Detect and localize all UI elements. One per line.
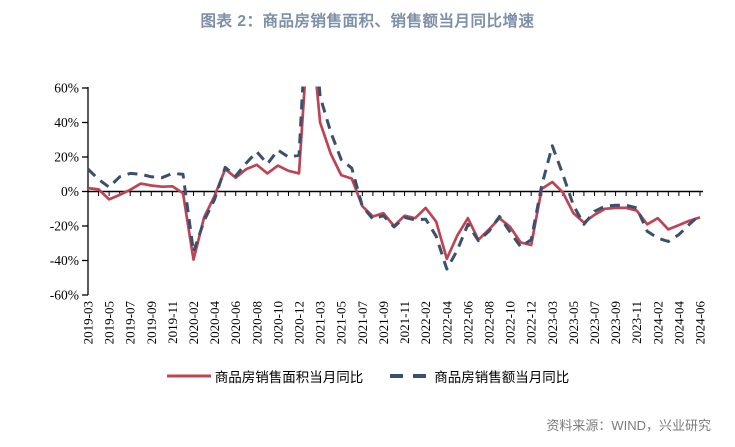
chart-title: 图表 2：商品房销售面积、销售额当月同比增速 <box>200 13 535 30</box>
chart-plot: 60% 40% 20% 0% -20% -40% -60%2019-03 2019-05 201… <box>50 81 708 345</box>
y-tick-label: -20% <box>50 219 79 234</box>
x-tick-label: 2022-12 <box>524 301 539 344</box>
x-tick-label: 2024-02 <box>650 301 665 344</box>
x-tick-label: 2024-06 <box>693 301 708 345</box>
x-tick-label: 2020-12 <box>292 301 307 344</box>
y-tick-label: 40% <box>54 115 79 130</box>
x-tick-label: 2024-04 <box>671 301 686 345</box>
x-tick-label: 2022-06 <box>460 301 475 345</box>
x-tick-label: 2023-03 <box>545 301 560 344</box>
legend-item-sales-area: 商品房销售面积当月同比 <box>166 366 364 386</box>
y-tick-label: -60% <box>50 288 79 303</box>
x-tick-label: 2022-02 <box>418 301 433 344</box>
x-tick-label: 2021-07 <box>355 301 370 345</box>
x-tick-label: 2021-05 <box>334 301 349 344</box>
x-tick-label: 2023-07 <box>587 301 602 345</box>
x-tick-label: 2022-04 <box>439 301 454 345</box>
x-tick-label: 2021-03 <box>313 301 328 344</box>
x-tick-label: 2020-02 <box>186 301 201 344</box>
x-tick-label: 2021-11 <box>397 301 412 344</box>
x-tick-label: 2023-11 <box>629 301 644 344</box>
dashed-line-swatch <box>390 374 431 378</box>
solid-line-swatch <box>166 374 211 378</box>
sales-area-line <box>87 86 701 261</box>
y-tick-label: -40% <box>50 253 79 268</box>
sales-amount-line <box>87 86 702 271</box>
x-tick-label: 2021-09 <box>376 301 391 344</box>
x-tick-label: 2019-09 <box>144 301 159 344</box>
y-tick-label: 60% <box>54 81 79 96</box>
x-tick-label: 2022-10 <box>503 301 518 344</box>
x-tick-label: 2020-08 <box>249 301 264 344</box>
x-tick-label: 2019-11 <box>165 301 180 344</box>
x-tick-label: 2023-05 <box>566 301 581 344</box>
x-tick-label: 2019-07 <box>123 301 138 345</box>
x-tick-label: 2023-09 <box>608 301 623 344</box>
legend-item-sales-amount: 商品房销售额当月同比 <box>389 366 569 386</box>
chart-legend: 商品房销售面积当月同比 商品房销售额当月同比 <box>0 366 735 386</box>
source-note: 资料来源：WIND，兴业研究 <box>546 418 711 433</box>
x-tick-label: 2020-06 <box>228 301 243 345</box>
legend-label-sales-area: 商品房销售面积当月同比 <box>214 370 364 385</box>
x-tick-label: 2020-10 <box>270 301 285 344</box>
y-tick-label: 20% <box>54 150 79 165</box>
legend-label-sales-amount: 商品房销售额当月同比 <box>434 370 570 385</box>
x-tick-label: 2020-04 <box>207 301 222 345</box>
x-tick-label: 2019-03 <box>81 301 96 344</box>
y-tick-label: 0% <box>61 184 79 199</box>
x-tick-label: 2022-08 <box>481 301 496 344</box>
x-tick-label: 2019-05 <box>102 301 117 344</box>
